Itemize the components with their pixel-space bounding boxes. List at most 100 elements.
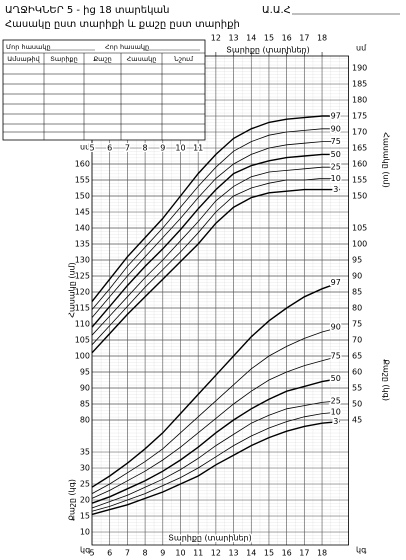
- percentile-curve: [91, 141, 340, 318]
- y2-tick-label: 180: [352, 96, 367, 105]
- percentile-curve: [91, 411, 340, 512]
- plot-frame: [91, 55, 350, 546]
- table-lines: [3, 52, 205, 140]
- y2-axis-title: Հասակը (սմ): [382, 132, 391, 187]
- column-header: Քաշը: [93, 55, 112, 63]
- y2-tick-label: 75: [352, 320, 362, 329]
- y-tick-label: 20: [80, 496, 90, 505]
- y2-tick-label: 70: [352, 336, 362, 345]
- unit-label: սմ: [356, 44, 367, 53]
- y-tick-label: 30: [80, 464, 90, 473]
- y2-tick-label: 90: [352, 272, 362, 281]
- y2-tick-label: 165: [352, 144, 367, 153]
- y-tick-label: 80: [80, 416, 90, 425]
- percentile-label: 50: [331, 374, 341, 383]
- y-tick-label: 150: [75, 192, 90, 201]
- father-height-label: Հոր հասակը: [105, 43, 149, 51]
- percentile-curve: [91, 166, 340, 336]
- x-tick-label: 13: [228, 549, 238, 558]
- unit-label: կգ: [80, 546, 91, 555]
- x-tick-label: 17: [299, 549, 309, 558]
- percentile-label: 25: [331, 163, 341, 172]
- x-tick-label: 6: [107, 144, 112, 153]
- y2-tick-label: 85: [352, 288, 362, 297]
- x-tick-label: 11: [193, 549, 203, 558]
- percentile-curve: [91, 115, 340, 303]
- y-tick-label: 25: [80, 480, 90, 489]
- y-tick-label: 145: [75, 208, 90, 217]
- percentile-label: 75: [331, 352, 341, 361]
- x-tick-label: 11: [193, 144, 203, 153]
- page-title: ԱՂՋԻԿՆԵՐ 5 - ից 18 տարեկան: [5, 5, 169, 16]
- y-tick-label: 120: [75, 288, 90, 297]
- y2-tick-label: 45: [352, 416, 362, 425]
- y-tick-label: 125: [75, 272, 90, 281]
- x-axis-title: Տարիքը (տարիներ): [226, 46, 309, 55]
- y-axis-title: Քաշը (կգ): [68, 479, 77, 521]
- x-tick-label: 7: [125, 549, 130, 558]
- percentile-label: 25: [331, 396, 341, 405]
- percentile-label: 97: [331, 278, 341, 287]
- y-tick-label: 85: [80, 400, 90, 409]
- y-tick-label: 35: [80, 448, 90, 457]
- percentile-label: 97: [331, 112, 341, 121]
- percentile-label: 90: [331, 323, 341, 332]
- column-header: Նշում: [174, 55, 194, 63]
- x-tick-label: 16: [282, 549, 292, 558]
- x-axis-title: Տարիքը (տարիներ): [168, 534, 251, 543]
- y2-axis-title: Քաշը (կգ): [382, 359, 391, 401]
- percentile-label: 10: [331, 174, 341, 183]
- percentile-curve: [91, 420, 340, 516]
- y2-tick-label: 50: [352, 400, 362, 409]
- x-tick-label: 15: [264, 34, 274, 43]
- y2-tick-label: 95: [352, 256, 362, 265]
- y2-tick-label: 185: [352, 80, 367, 89]
- x-tick-label: 16: [282, 34, 292, 43]
- y2-tick-label: 60: [352, 368, 362, 377]
- y-tick-label: 90: [80, 384, 90, 393]
- percentile-label: 50: [331, 150, 341, 159]
- percentile-curve: [91, 188, 340, 354]
- x-tick-label: 5: [89, 549, 94, 558]
- y-tick-label: 110: [75, 320, 90, 329]
- x-tick-label: 10: [175, 549, 185, 558]
- y-tick-label: 15: [80, 512, 90, 521]
- y2-tick-label: 160: [352, 160, 367, 169]
- x-tick-label: 12: [211, 549, 221, 558]
- y2-tick-label: 105: [352, 224, 367, 233]
- percentile-curve: [91, 355, 340, 499]
- x-tick-label: 17: [299, 34, 309, 43]
- y-tick-label: 95: [80, 368, 90, 377]
- y-tick-label: 115: [75, 304, 90, 313]
- column-header: Հասակը: [127, 55, 157, 63]
- y-tick-label: 105: [75, 336, 90, 345]
- x-tick-label: 15: [264, 549, 274, 558]
- unit-label: կգ: [356, 546, 367, 555]
- x-tick-label: 12: [211, 34, 221, 43]
- x-tick-label: 18: [317, 34, 327, 43]
- y2-tick-label: 100: [352, 240, 367, 249]
- percentile-label: 10: [331, 408, 341, 417]
- y2-tick-label: 155: [352, 176, 367, 185]
- x-tick-label: 6: [107, 549, 112, 558]
- x-tick-label: 18: [317, 549, 327, 558]
- x-tick-label: 14: [246, 34, 256, 43]
- percentile-label: 3: [333, 185, 338, 194]
- unit-label: սմ: [80, 143, 91, 152]
- y2-tick-label: 190: [352, 64, 367, 73]
- x-tick-label: 5: [89, 144, 94, 153]
- y2-tick-label: 55: [352, 384, 362, 393]
- percentile-curve: [91, 281, 340, 488]
- percentile-label: 3: [333, 417, 338, 426]
- x-tick-label: 8: [143, 144, 148, 153]
- y2-tick-label: 150: [352, 192, 367, 201]
- y-tick-label: 155: [75, 176, 90, 185]
- y-axis-title: Հասակը (սմ): [68, 262, 77, 317]
- curves: [91, 115, 340, 516]
- id-label: Ա.Ա.Հ: [262, 5, 291, 16]
- y2-tick-label: 170: [352, 128, 367, 137]
- y-tick-label: 135: [75, 240, 90, 249]
- x-tick-label: 8: [143, 549, 148, 558]
- y2-tick-label: 80: [352, 304, 362, 313]
